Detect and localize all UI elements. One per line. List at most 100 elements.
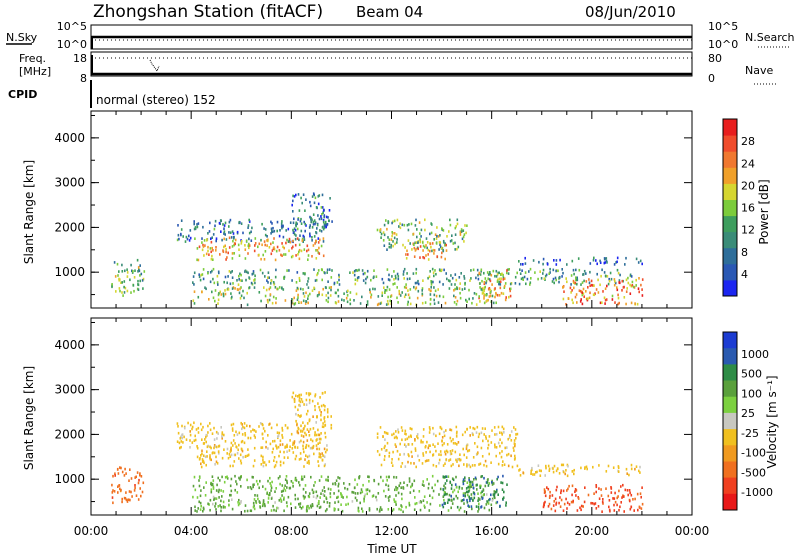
power-cell-0: [121, 281, 123, 284]
velocity-cell-4: [450, 497, 453, 501]
power-cell-0: [132, 284, 135, 287]
freq-left-tick-bottom: 8: [80, 72, 87, 85]
power-cell-4: [453, 294, 455, 298]
power-cell-3: [270, 279, 273, 282]
power-cell-2: [291, 246, 293, 250]
velocity-cell-2: [305, 454, 307, 457]
power-cell-0: [118, 277, 120, 281]
velocity-cell-6: [485, 464, 488, 468]
velocity-cell-3: [396, 488, 398, 492]
power-cell-3: [202, 268, 205, 271]
velocity-cell-0: [123, 474, 126, 477]
power-cell-2: [284, 253, 287, 256]
velocity-cell-1: [289, 445, 291, 449]
velocity-cell-4: [221, 495, 223, 498]
power-cell-9: [571, 259, 574, 263]
velocity-cell-1: [220, 426, 222, 429]
power-cell-4: [327, 291, 329, 295]
velocity-cell-2: [306, 461, 309, 464]
velocity-cell-8: [562, 463, 565, 467]
power-cell-3: [415, 267, 418, 271]
power-cell-2: [201, 248, 204, 252]
velocity-cell-2: [300, 457, 302, 461]
power-cell-1: [280, 222, 283, 226]
velocity-cell-4: [275, 509, 277, 513]
velocity-cell-1: [281, 443, 284, 446]
velocity-cell-5: [295, 412, 297, 416]
velocity-cell-1: [231, 427, 234, 430]
velocity-cell-3: [385, 483, 387, 487]
power-cell-5: [295, 221, 297, 225]
velocity-cell-1: [276, 423, 278, 427]
velocity-cell-1: [207, 431, 209, 434]
power-cell-3: [239, 279, 242, 282]
velocity-cell-3: [431, 486, 433, 490]
power-cell-6: [439, 243, 441, 246]
power-cell-4: [269, 286, 272, 289]
power-cell-3: [336, 281, 339, 284]
velocity-cell-4: [318, 506, 321, 509]
power-cell-3: [627, 276, 629, 280]
power-cell-3: [244, 269, 247, 273]
velocity-cell-6: [401, 429, 404, 432]
power-cell-6: [386, 248, 388, 251]
power-cell-10: [572, 301, 574, 305]
power-cell-7: [436, 255, 438, 258]
velocity-cell-3: [335, 479, 338, 482]
power-cell-5: [317, 202, 320, 206]
velocity-cell-3: [329, 492, 332, 495]
power-cell-4: [383, 286, 385, 289]
power-cell-7: [444, 244, 446, 247]
velocity-cell-1: [197, 431, 200, 434]
power-cell-2: [278, 249, 281, 252]
velocity-cell-6: [450, 428, 453, 432]
power-cell-10: [599, 301, 602, 305]
power-cell-6: [407, 228, 410, 232]
velocity-cell-4: [208, 503, 210, 506]
velocity-cell-2: [304, 458, 306, 461]
power-cell-3: [549, 271, 551, 274]
power-colorbar-swatch-4: [723, 215, 737, 233]
time-tick-label-4: 16:00: [474, 524, 509, 538]
power-cell-4: [465, 298, 467, 302]
velocity-cell-8: [518, 469, 520, 472]
power-cell-1: [311, 226, 314, 229]
power-cell-5: [311, 195, 314, 198]
power-cell-1: [276, 220, 279, 224]
velocity-cell-1: [247, 436, 249, 440]
velocity-cell-6: [438, 458, 441, 462]
power-colorbar-swatch-0: [723, 279, 737, 297]
power-cell-0: [126, 268, 128, 271]
velocity-cell-3: [352, 491, 355, 494]
velocity-cell-2: [285, 445, 288, 449]
power-cell-4: [421, 287, 424, 290]
velocity-cell-3: [215, 489, 218, 492]
power-cell-3: [388, 273, 390, 277]
power-cell-1: [295, 234, 297, 237]
power-cell-10: [574, 295, 577, 299]
velocity-cell-4: [387, 496, 390, 499]
velocity-cell-2: [229, 455, 232, 458]
velocity-cell-4: [418, 501, 421, 504]
velocity-cell-9: [546, 486, 548, 489]
power-cell-4: [384, 291, 386, 294]
power-cell-0: [136, 258, 139, 262]
power-cell-3: [629, 273, 632, 277]
power-cell-9: [606, 261, 608, 264]
power-cell-3: [576, 276, 578, 280]
power-cell-6: [383, 233, 386, 237]
power-cell-7: [429, 242, 432, 246]
power-cell-2: [240, 239, 243, 243]
power-cell-5: [297, 218, 299, 221]
power-cell-4: [264, 294, 267, 298]
velocity-cell-7: [463, 498, 465, 502]
velocity-cell-5: [305, 412, 308, 416]
power-cell-3: [581, 281, 584, 284]
power-cell-7: [433, 249, 436, 252]
velocity-cell-4: [192, 495, 194, 499]
velocity-cell-4: [274, 501, 276, 504]
velocity-cell-5: [298, 403, 300, 407]
power-cell-2: [232, 239, 234, 243]
velocity-cell-0: [121, 497, 123, 501]
velocity-cell-3: [477, 492, 479, 495]
